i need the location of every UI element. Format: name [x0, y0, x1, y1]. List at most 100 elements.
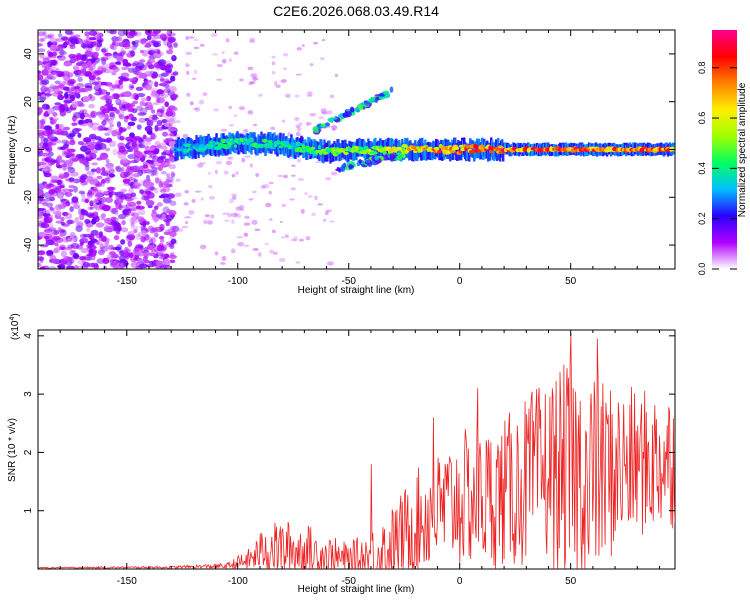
noise-blob	[88, 133, 97, 140]
noise-blob	[148, 252, 156, 257]
noise-blob	[108, 244, 114, 250]
noise-blob	[157, 155, 167, 160]
noise-blob	[126, 136, 133, 141]
faint-blob	[230, 248, 236, 254]
faint-blob	[260, 185, 266, 189]
noise-blob	[167, 36, 176, 43]
noise-blob	[158, 165, 163, 172]
noise-blob	[107, 109, 117, 114]
noise-blob	[43, 228, 53, 233]
noise-blob	[75, 62, 83, 67]
faint-blob	[224, 219, 230, 222]
snr-ytick-label: 1	[23, 507, 34, 513]
noise-blob	[160, 93, 169, 99]
noise-blob	[154, 205, 159, 210]
faint-blob	[334, 73, 339, 78]
noise-blob	[42, 115, 47, 122]
band-core	[278, 145, 283, 149]
faint-blob	[324, 177, 332, 181]
faint-blob	[324, 210, 329, 216]
snr-scale-exponent: 4	[9, 317, 16, 321]
faint-blob	[228, 105, 232, 110]
faint-blob	[215, 160, 223, 165]
band-core	[301, 144, 306, 150]
band-core	[382, 150, 387, 155]
faint-blob	[244, 155, 251, 158]
noise-blob	[49, 84, 55, 90]
faint-blob	[258, 252, 262, 257]
faint-blob	[188, 36, 195, 39]
noise-blob	[57, 165, 63, 169]
noise-blob	[90, 111, 96, 118]
noise-blob	[100, 246, 109, 252]
noise-blob	[98, 111, 105, 115]
noise-blob	[95, 222, 105, 228]
noise-blob	[149, 133, 157, 140]
noise-blob	[138, 112, 147, 116]
snr-xlabel: Height of straight line (km)	[298, 584, 415, 595]
noise-blob	[105, 95, 111, 99]
noise-blob	[50, 71, 58, 79]
noise-blob	[43, 55, 49, 62]
noise-blob	[63, 80, 71, 86]
noise-blob	[172, 71, 179, 76]
noise-blob	[56, 179, 63, 186]
noise-blob	[165, 161, 171, 166]
noise-blob	[74, 216, 80, 224]
noise-blob	[117, 56, 124, 62]
noise-blob	[99, 215, 106, 219]
faint-blob	[171, 55, 176, 59]
noise-blob	[131, 165, 140, 172]
snr-xtick-label: -100	[228, 576, 248, 587]
noise-blob	[165, 60, 171, 66]
noise-blob	[104, 177, 110, 182]
noise-blob	[63, 150, 68, 155]
noise-blob	[167, 34, 172, 41]
noise-blob	[82, 137, 91, 143]
noise-blob	[80, 42, 87, 49]
noise-blob	[91, 58, 96, 62]
noise-blob	[60, 250, 68, 258]
noise-blob	[138, 138, 144, 143]
noise-blob	[106, 165, 114, 171]
noise-blob	[79, 176, 86, 183]
noise-blob	[150, 237, 156, 244]
noise-blob	[129, 165, 139, 173]
lower-branch-blob	[401, 153, 406, 159]
noise-blob	[69, 140, 76, 146]
noise-blob	[82, 261, 91, 268]
noise-blob	[72, 66, 80, 71]
noise-blob	[141, 195, 150, 201]
noise-blob	[57, 226, 62, 232]
faint-blob	[297, 178, 305, 181]
noise-blob	[141, 49, 149, 57]
noise-blob	[117, 109, 125, 116]
noise-blob	[86, 122, 92, 127]
faint-blob	[306, 91, 313, 96]
noise-blob	[165, 64, 172, 69]
band-core	[207, 146, 213, 150]
noise-blob	[38, 231, 47, 237]
noise-blob	[111, 130, 118, 137]
faint-blob	[284, 234, 289, 238]
noise-blob	[159, 188, 167, 193]
faint-blob	[247, 110, 254, 115]
noise-blob	[50, 210, 59, 214]
noise-blob	[103, 68, 112, 74]
noise-blob	[147, 130, 153, 135]
noise-blob	[40, 123, 45, 130]
noise-blob	[48, 266, 57, 269]
faint-blob	[235, 171, 239, 176]
band-core	[498, 145, 503, 149]
noise-blob	[148, 192, 155, 199]
noise-blob	[73, 186, 79, 193]
band-core	[199, 143, 205, 148]
faint-blob	[290, 187, 297, 191]
faint-blob	[243, 232, 249, 237]
noise-blob	[118, 126, 124, 134]
noise-blob	[48, 232, 56, 239]
noise-blob	[141, 39, 147, 44]
noise-blob	[168, 254, 177, 259]
noise-blob	[131, 212, 140, 218]
noise-blob	[132, 70, 140, 75]
